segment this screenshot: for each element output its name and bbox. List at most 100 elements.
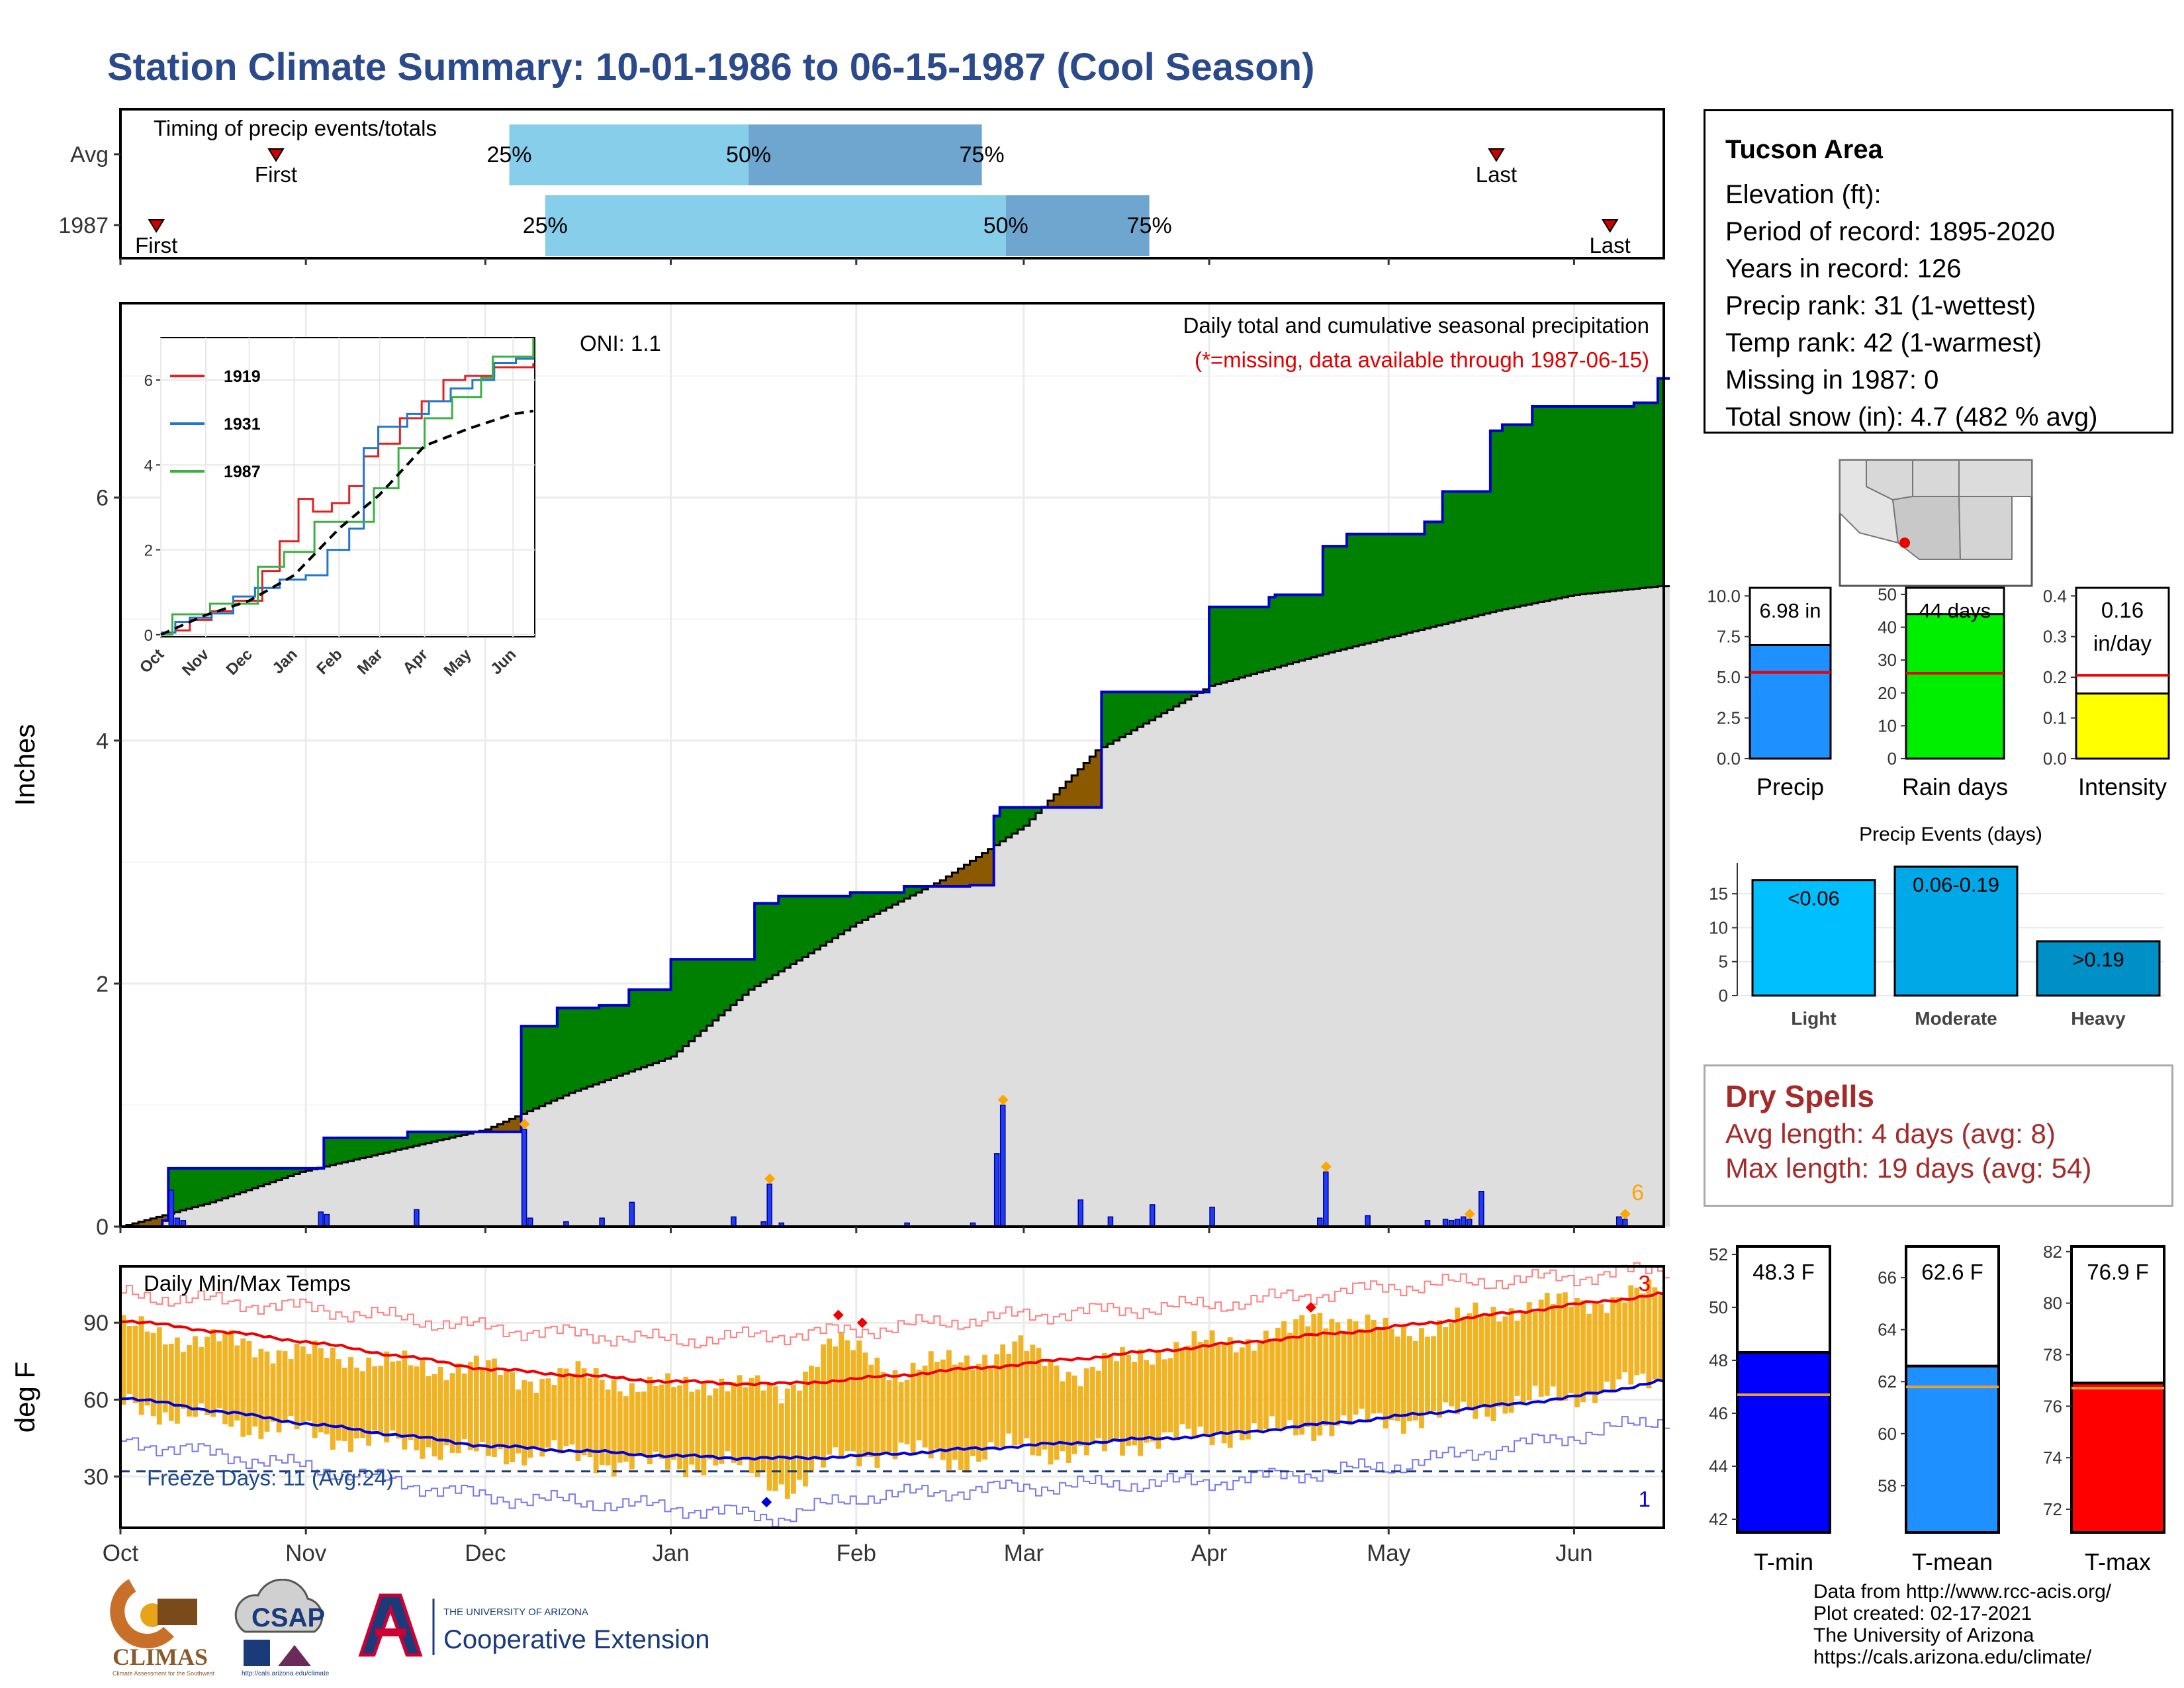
- tmin-gauge-axis-label: T-min: [1754, 1548, 1813, 1575]
- daily-temp-bar: [821, 1344, 826, 1468]
- tmin-gauge-y-tick-label: 44: [1709, 1456, 1728, 1476]
- daily-precip-bar: [414, 1209, 420, 1227]
- daily-temp-bar: [916, 1370, 922, 1440]
- record-low-count: 1: [1639, 1487, 1651, 1511]
- tmean-gauge-axis-label: T-mean: [1912, 1548, 1993, 1575]
- surplus-fill: [461, 1131, 468, 1135]
- daily-temp-bar: [1556, 1293, 1562, 1401]
- precip-gauge-y-tick-label: 10.0: [1707, 586, 1741, 606]
- surplus-fill: [1161, 692, 1168, 714]
- daily-temp-bar: [461, 1373, 467, 1440]
- deficit-fill: [946, 876, 952, 887]
- surplus-fill: [736, 959, 743, 1000]
- surplus-fill: [1340, 546, 1347, 650]
- daily-temp-bar: [390, 1361, 396, 1431]
- deficit-fill: [964, 865, 971, 887]
- daily-temp-bar: [766, 1383, 772, 1491]
- surplus-fill: [1263, 606, 1270, 671]
- record-count-label: 6: [1631, 1180, 1644, 1205]
- surplus-fill: [754, 903, 761, 986]
- daily-temp-bar: [270, 1363, 276, 1422]
- daily-temp-bar: [1634, 1288, 1640, 1376]
- deficit-fill: [497, 1124, 504, 1132]
- daily-temp-bar: [342, 1368, 347, 1442]
- surplus-fill: [294, 1168, 300, 1174]
- freeze-days-label: Freeze Days: 11 (Avg:24): [147, 1466, 394, 1490]
- first-marker-label: First: [135, 233, 177, 258]
- info-line-years: Years in record: 126: [1725, 254, 1962, 283]
- deficit-fill: [503, 1121, 510, 1132]
- daily-temp-bar: [1156, 1350, 1161, 1449]
- daily-temp-bar: [886, 1380, 892, 1452]
- daily-temp-bar: [970, 1370, 976, 1456]
- colorado-shape: [1958, 459, 2032, 497]
- daily-temp-bar: [1114, 1361, 1119, 1442]
- surplus-fill: [1328, 546, 1336, 653]
- daily-temp-bar: [784, 1388, 790, 1499]
- surplus-fill: [1245, 606, 1251, 676]
- daily-temp-bar: [1018, 1335, 1024, 1445]
- daily-temp-bar: [312, 1340, 318, 1438]
- daily-temp-bar: [1060, 1381, 1066, 1452]
- daily-temp-bar: [1311, 1314, 1317, 1441]
- timing-bar-lower: [545, 195, 1006, 256]
- daily-temp-bar: [1658, 1295, 1664, 1381]
- daily-temp-bar: [336, 1359, 341, 1441]
- daily-temp-bar: [725, 1391, 731, 1452]
- surplus-fill: [563, 1008, 570, 1096]
- deficit-fill: [940, 880, 946, 887]
- surplus-fill: [700, 959, 707, 1031]
- inset-y-tick-label: 6: [144, 372, 153, 390]
- daily-temp-bar: [1299, 1315, 1305, 1435]
- surplus-fill: [1502, 424, 1509, 610]
- inset-average-line: [160, 409, 534, 636]
- surplus-fill: [856, 892, 863, 923]
- surplus-fill: [1310, 594, 1318, 657]
- daily-temp-bar: [1329, 1319, 1335, 1436]
- rain-days-gauge-value-bar: [1905, 613, 2005, 760]
- intensity-gauge-axis-label: Intensity: [2078, 773, 2167, 800]
- surplus-fill: [1544, 406, 1551, 601]
- credit-line: Plot created: 02-17-2021: [1813, 1603, 2032, 1624]
- surplus-fill: [1550, 406, 1557, 600]
- surplus-fill: [1639, 402, 1647, 588]
- daily-temp-bar: [485, 1360, 491, 1456]
- daily-temp-bar: [156, 1327, 162, 1425]
- daily-temp-bar: [910, 1362, 916, 1453]
- surplus-fill: [1017, 807, 1024, 830]
- daily-temp-bar: [880, 1372, 886, 1454]
- average-low-line: [120, 1378, 1664, 1462]
- daily-temp-bar: [737, 1375, 743, 1466]
- surplus-fill: [790, 896, 797, 964]
- daily-temp-bar: [1293, 1319, 1299, 1436]
- inset-legend-label: 1987: [224, 463, 261, 481]
- daily-temp-bar: [1490, 1307, 1496, 1422]
- deficit-fill: [1060, 788, 1066, 808]
- daily-temp-bar: [414, 1366, 420, 1450]
- daily-temp-bar: [539, 1379, 545, 1457]
- inset-y-tick-label: 0: [144, 627, 153, 645]
- daily-temp-bar: [1054, 1365, 1060, 1460]
- daily-temp-bar: [563, 1368, 569, 1446]
- surplus-fill: [437, 1131, 444, 1141]
- surplus-fill: [593, 1008, 600, 1085]
- daily-temp-bar: [635, 1391, 641, 1454]
- timing-row-label: Avg: [70, 142, 109, 167]
- university-of-arizona-logo: THE UNIVERSITY OF ARIZONA Cooperative Ex…: [358, 1593, 709, 1657]
- daily-precip-bar: [1615, 1216, 1622, 1227]
- surplus-fill: [574, 1008, 582, 1091]
- daily-temp-bar: [1144, 1360, 1150, 1443]
- info-line-temp-rank: Temp rank: 42 (1-warmest): [1725, 328, 2042, 357]
- daily-temp-bar: [1185, 1345, 1191, 1429]
- tmax-gauge-y-tick-label: 82: [2043, 1242, 2062, 1262]
- page-title: Station Climate Summary: 10-01-1986 to 0…: [107, 46, 1315, 89]
- timing-bar-upper: [1005, 195, 1150, 256]
- surplus-fill: [1514, 424, 1521, 607]
- daily-temp-bar: [132, 1325, 138, 1403]
- surplus-fill: [359, 1138, 367, 1158]
- tmax-gauge-y-tick-label: 78: [2043, 1344, 2062, 1364]
- temp-panel-frame: [119, 1265, 1665, 1529]
- daily-temp-bar: [641, 1391, 647, 1456]
- surplus-fill: [1388, 534, 1395, 637]
- daily-temp-bar: [1419, 1328, 1424, 1429]
